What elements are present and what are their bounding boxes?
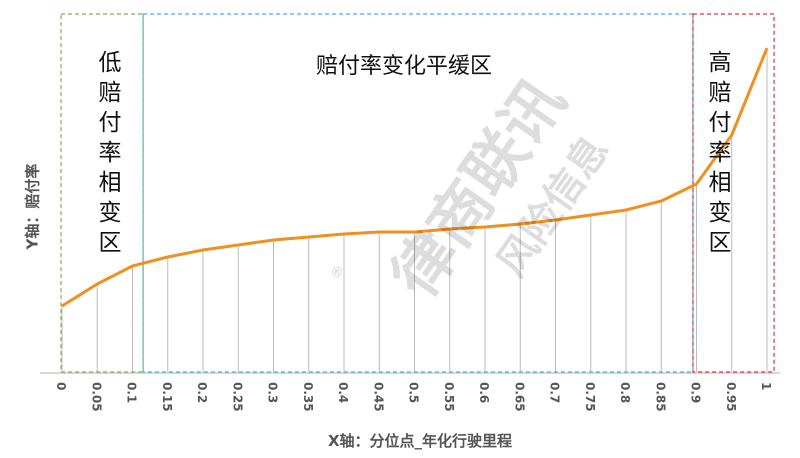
region-label-char: 赔 <box>708 80 732 106</box>
x-tick-label: 0.85 <box>653 382 667 412</box>
region-label-char: 赔 <box>98 80 122 106</box>
region-label-char: 相 <box>98 170 122 196</box>
x-tick-label: 0.5 <box>407 382 421 403</box>
region-label-char: 率 <box>98 140 122 166</box>
region-label-char: 低 <box>98 50 122 76</box>
watermark-registered: ® <box>330 265 344 281</box>
region-label-high: 高赔付率相变区 <box>705 48 735 258</box>
x-tick-label: 0.55 <box>442 382 456 412</box>
x-tick-label: 0.1 <box>125 382 139 403</box>
region-label-low: 低赔付率相变区 <box>95 48 125 258</box>
x-tick-label: 0.9 <box>689 382 703 403</box>
x-axis-label: X轴：分位点_年化行驶里程 <box>327 432 513 450</box>
region-label-char: 区 <box>708 230 732 256</box>
x-tick-label: 0.45 <box>371 382 385 412</box>
region-label-flat: 赔付率变化平缓区 <box>316 54 493 79</box>
x-tick-label: 0.4 <box>336 382 350 403</box>
region-label-char: 变 <box>708 200 732 226</box>
region-label-char: 率 <box>708 140 732 166</box>
region-label-char: 相 <box>708 170 732 196</box>
region-label-char: 高 <box>708 50 732 76</box>
region-label-char: 变 <box>98 200 122 226</box>
x-tick-label: 0.05 <box>89 382 103 412</box>
x-tick-label: 0 <box>54 382 68 390</box>
x-tick-label: 0.95 <box>724 382 738 412</box>
region-box <box>142 13 694 373</box>
x-tick-label: 0.75 <box>583 382 597 412</box>
x-tick-label: 1 <box>759 382 773 390</box>
y-axis-label: Y轴：赔付率 <box>23 163 42 250</box>
region-label-char: 付 <box>708 110 732 136</box>
x-tick-label: 0.25 <box>230 382 244 412</box>
region-label-char: 付 <box>98 110 122 136</box>
x-tick-label: 0.7 <box>548 382 562 403</box>
x-tick-label: 0.3 <box>266 382 280 403</box>
region-box <box>692 13 775 373</box>
x-tick-label: 0.65 <box>512 382 526 412</box>
x-tick-label: 0.2 <box>195 382 209 403</box>
x-tick-label: 0.8 <box>618 382 632 403</box>
x-tick-label: 0.15 <box>160 382 174 412</box>
x-tick-label: 0.6 <box>477 382 491 403</box>
data-line <box>61 47 769 308</box>
x-tick-label: 0.35 <box>301 382 315 412</box>
region-label-char: 区 <box>98 230 122 256</box>
region-box <box>60 13 144 373</box>
